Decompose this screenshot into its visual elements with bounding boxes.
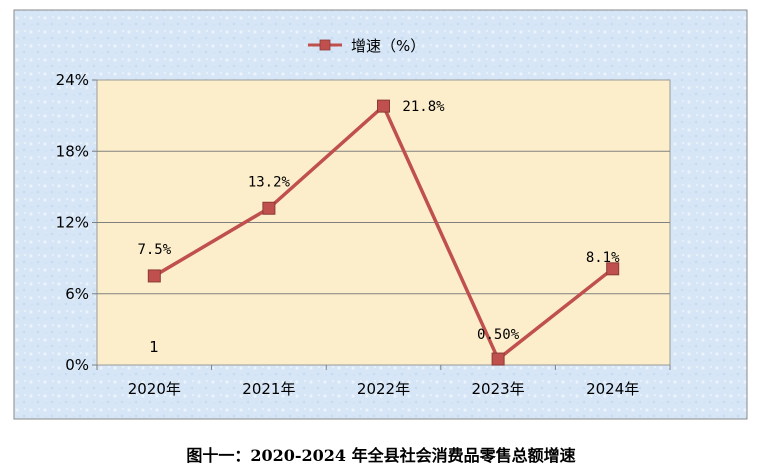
x-tick-label: 2023年	[472, 380, 525, 398]
annotation-text: 1	[149, 338, 159, 356]
figure-caption: 图十一：2020-2024 年全县社会消费品零售总额增速	[186, 446, 575, 465]
data-point-marker	[377, 99, 390, 113]
x-tick-label: 2022年	[357, 380, 410, 398]
x-tick-label: 2021年	[242, 380, 295, 398]
data-point-marker	[147, 269, 161, 283]
y-tick-label: 12%	[56, 214, 89, 232]
y-axis: 0% 6% 12% 18% 24%	[56, 71, 97, 374]
data-label: 13.2%	[248, 174, 291, 190]
y-tick-label: 6%	[65, 285, 89, 303]
data-label: 21.8%	[402, 99, 445, 115]
legend: 增速（%）	[308, 37, 425, 55]
y-tick-label: 18%	[56, 142, 89, 160]
series-growth-rate	[147, 99, 620, 366]
data-point-marker	[606, 262, 620, 276]
legend-label: 增速（%）	[351, 37, 425, 55]
legend-marker-swatch	[319, 39, 331, 51]
data-label: 0.50%	[477, 327, 520, 343]
data-point-marker	[491, 352, 505, 366]
x-tick-label: 2020年	[128, 380, 181, 398]
data-labels: 7.5% 13.2% 21.8% 0.50% 8.1%	[137, 99, 620, 343]
x-axis: 2020年 2021年 2022年 2023年 2024年	[96, 365, 671, 398]
x-tick-label: 2024年	[586, 380, 639, 398]
data-point-marker	[262, 201, 276, 215]
gridlines	[97, 150, 670, 295]
y-tick-label: 0%	[65, 356, 89, 374]
y-tick-label: 24%	[56, 71, 89, 89]
data-label: 7.5%	[137, 242, 171, 258]
data-label: 8.1%	[586, 250, 620, 266]
